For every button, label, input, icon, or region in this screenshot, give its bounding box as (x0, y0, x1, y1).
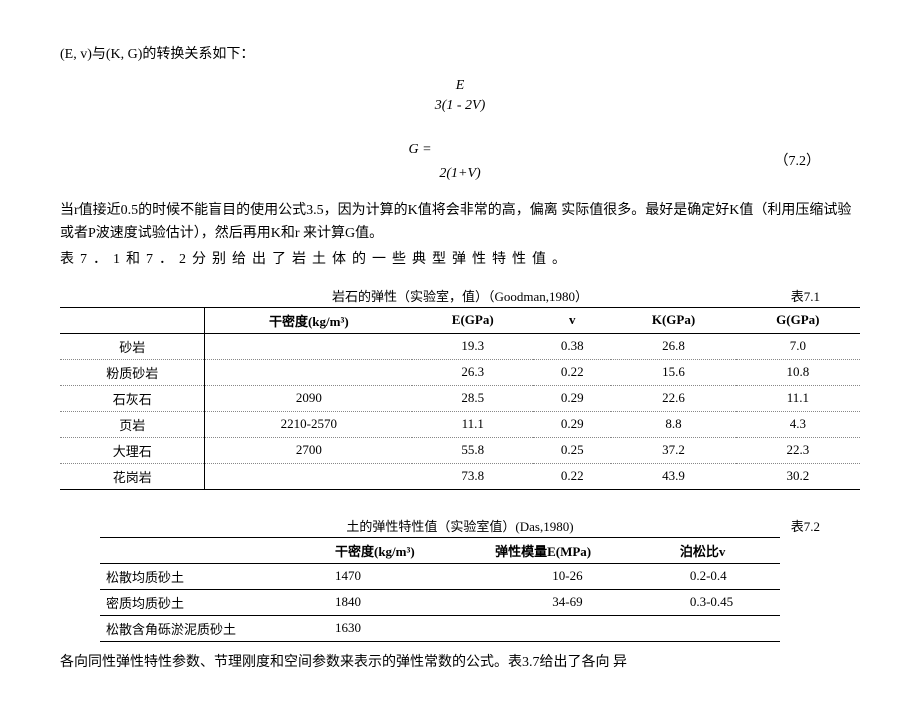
table-cell: 10.8 (736, 359, 860, 385)
table-cell: 55.8 (412, 437, 533, 463)
table-cell: 1630 (315, 615, 475, 641)
table-2: 干密度(kg/m³) 弹性模量E(MPa) 泊松比v 松散均质砂土147010-… (100, 537, 780, 642)
table-row: 粉质砂岩 26.30.2215.610.8 (60, 359, 860, 385)
table-cell: 22.3 (736, 437, 860, 463)
t1-h5: G(GPa) (736, 307, 860, 333)
table-cell: 15.6 (611, 359, 735, 385)
paragraph-3: 各向同性弹性特性参数、节理刚度和空间参数来表示的弹性常数的公式。表3.7给出了各… (60, 652, 860, 674)
paragraph-1: 当r值接近0.5的时候不能盲目的使用公式3.5，因为计算的K值将会非常的高，偏离… (60, 200, 860, 245)
table-1: 干密度(kg/m³) E(GPa) v K(GPa) G(GPa) 砂岩 19.3… (60, 307, 860, 490)
table-cell: 11.1 (412, 411, 533, 437)
table-cell: 28.5 (412, 385, 533, 411)
table-row: 花岗岩 73.80.2243.930.2 (60, 463, 860, 489)
table-cell: 30.2 (736, 463, 860, 489)
t2-h3: 泊松比v (660, 537, 780, 563)
table-cell: 1840 (315, 589, 475, 615)
table-cell: 8.8 (611, 411, 735, 437)
table-cell: 0.2-0.4 (660, 563, 780, 589)
table-cell: 花岗岩 (60, 463, 205, 489)
t2-h2: 弹性模量E(MPa) (475, 537, 660, 563)
table-row: 松散均质砂土147010-260.2-0.4 (100, 563, 780, 589)
table-cell: 松散均质砂土 (100, 563, 315, 589)
table-cell: 0.38 (533, 333, 611, 359)
paragraph-2: 表7．1和7．2分别给出了岩土体的一些典型弹性特性值。 (60, 249, 860, 271)
formula1-denominator: 3(1 - 2V) (60, 98, 860, 114)
table1-number: 表7.1 (791, 286, 820, 305)
table-cell: 26.3 (412, 359, 533, 385)
table-cell: 0.29 (533, 411, 611, 437)
t1-h4: K(GPa) (611, 307, 735, 333)
intro-text: (E, v)与(K, G)的转换关系如下： (60, 44, 860, 66)
table-cell: 砂岩 (60, 333, 205, 359)
table-cell: 22.6 (611, 385, 735, 411)
table1-caption-text: 岩石的弹性（实验室，值）（Goodman,1980） (332, 289, 588, 304)
table1-caption: 岩石的弹性（实验室，值）（Goodman,1980） 表7.1 (60, 286, 860, 305)
table1-header-row: 干密度(kg/m³) E(GPa) v K(GPa) G(GPa) (60, 307, 860, 333)
table-cell (205, 463, 412, 489)
table-row: 密质均质砂土184034-690.3-0.45 (100, 589, 780, 615)
table-cell (205, 333, 412, 359)
table-row: 砂岩 19.30.3826.87.0 (60, 333, 860, 359)
table-cell: 石灰石 (60, 385, 205, 411)
t2-h0 (100, 537, 315, 563)
table-cell: 4.3 (736, 411, 860, 437)
table-cell: 0.29 (533, 385, 611, 411)
table-row: 大理石270055.80.2537.222.3 (60, 437, 860, 463)
table-cell: 2090 (205, 385, 412, 411)
table-cell: 大理石 (60, 437, 205, 463)
t2-h1: 干密度(kg/m³) (315, 537, 475, 563)
table2-caption: 土的弹性特性值（实验室值）(Das,1980) 表7.2 (60, 516, 860, 535)
table-cell: 松散含角砾淤泥质砂土 (100, 615, 315, 641)
table-cell: 7.0 (736, 333, 860, 359)
table-cell: 页岩 (60, 411, 205, 437)
table-cell: 34-69 (475, 589, 660, 615)
table-cell: 0.22 (533, 463, 611, 489)
formula2-lhs: G = (408, 142, 431, 157)
table-cell: 43.9 (611, 463, 735, 489)
table-cell (475, 615, 660, 641)
table-row: 石灰石209028.50.2922.611.1 (60, 385, 860, 411)
equation-number: （7.2） (775, 150, 821, 170)
table-cell: 0.3-0.45 (660, 589, 780, 615)
t1-h1: 干密度(kg/m³) (205, 307, 412, 333)
table-cell: 37.2 (611, 437, 735, 463)
table-cell: 73.8 (412, 463, 533, 489)
table-cell: 粉质砂岩 (60, 359, 205, 385)
t1-h2: E(GPa) (412, 307, 533, 333)
t1-h3: v (533, 307, 611, 333)
formula-2: G = 2(1+V) （7.2） (60, 138, 860, 182)
table-cell: 26.8 (611, 333, 735, 359)
formula2-denom: 2(1+V) (60, 166, 860, 182)
table-cell: 2210-2570 (205, 411, 412, 437)
t1-h0 (60, 307, 205, 333)
table-cell: 密质均质砂土 (100, 589, 315, 615)
formula-1: E 3(1 - 2V) (60, 78, 860, 114)
table-cell (660, 615, 780, 641)
table2-number: 表7.2 (791, 516, 820, 535)
table-cell (205, 359, 412, 385)
table-cell: 1470 (315, 563, 475, 589)
table2-header-row: 干密度(kg/m³) 弹性模量E(MPa) 泊松比v (100, 537, 780, 563)
table2-caption-text: 土的弹性特性值（实验室值）(Das,1980) (346, 519, 573, 534)
formula1-numerator: E (60, 78, 860, 94)
table-cell: 10-26 (475, 563, 660, 589)
table-row: 页岩2210-257011.10.298.84.3 (60, 411, 860, 437)
table-cell: 0.22 (533, 359, 611, 385)
table-row: 松散含角砾淤泥质砂土1630 (100, 615, 780, 641)
table-cell: 0.25 (533, 437, 611, 463)
table-cell: 2700 (205, 437, 412, 463)
table-cell: 11.1 (736, 385, 860, 411)
table-cell: 19.3 (412, 333, 533, 359)
